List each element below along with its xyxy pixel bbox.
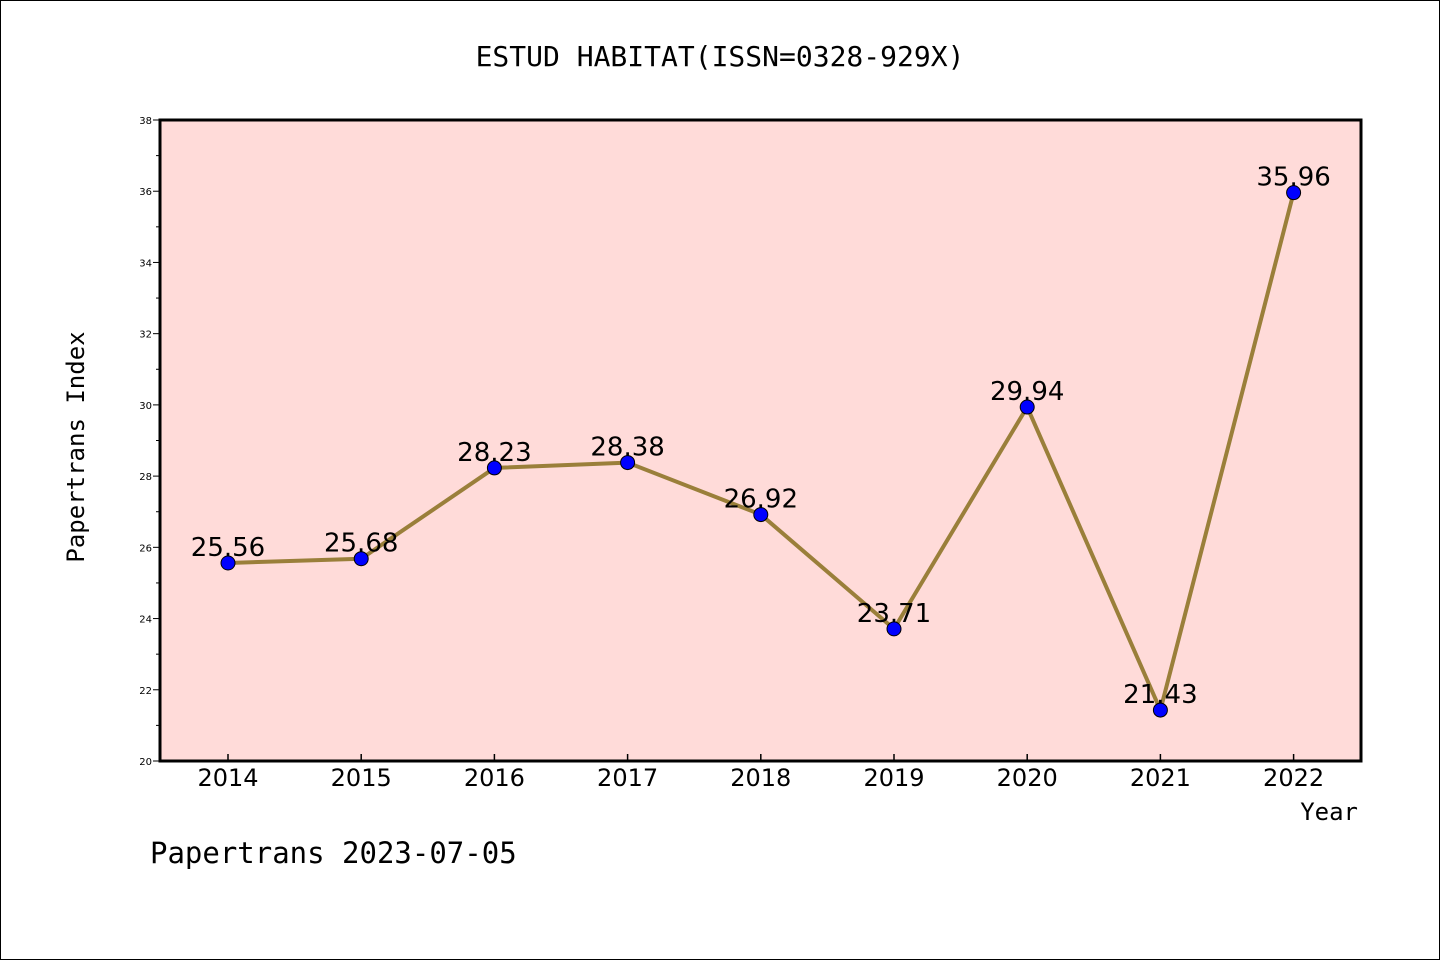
x-tick-label: 2018 — [730, 764, 791, 792]
footer-text: Papertrans 2023-07-05 — [150, 836, 517, 870]
y-tick-label: 30 — [139, 401, 152, 412]
data-point — [220, 555, 236, 571]
y-tick-label: 32 — [139, 330, 152, 341]
data-point — [886, 621, 902, 637]
data-point — [1019, 399, 1035, 415]
y-tick-label: 34 — [139, 258, 152, 269]
x-tick-label: 2016 — [464, 764, 525, 792]
y-axis: 20 22 24 26 28 30 32 34 36 38 — [139, 116, 160, 768]
x-tick-label: 2014 — [197, 764, 258, 792]
data-point — [753, 507, 769, 523]
data-label: 29.94 — [990, 377, 1064, 407]
y-axis-label: Papertrans Index — [62, 331, 90, 562]
x-axis: 2014 2015 2016 2017 2018 2019 2020 2021 2022 — [197, 754, 1324, 792]
data-point — [1286, 185, 1302, 201]
data-label: 23.71 — [857, 599, 931, 629]
series-layer: 25.56 25.68 28.23 28.38 26.92 23.71 29.94 21.43… — [191, 163, 1331, 718]
data-label: 28.38 — [590, 433, 664, 463]
x-tick-label: 2017 — [597, 764, 658, 792]
y-tick-label: 38 — [139, 116, 152, 127]
y-tick-label: 20 — [139, 757, 152, 768]
x-axis-label: Year — [1300, 798, 1358, 826]
data-label: 25.56 — [191, 533, 265, 563]
x-tick-label: 2019 — [863, 764, 924, 792]
data-label: 26.92 — [724, 485, 798, 515]
x-tick-label: 2021 — [1130, 764, 1191, 792]
data-point — [486, 460, 502, 476]
x-tick-label: 2015 — [331, 764, 392, 792]
y-tick-label: 28 — [139, 472, 152, 483]
data-label: 35.96 — [1256, 163, 1330, 193]
data-point — [353, 551, 369, 567]
x-tick-label: 2022 — [1263, 764, 1324, 792]
data-point — [620, 455, 636, 471]
x-tick-label: 2020 — [997, 764, 1058, 792]
plot-area — [160, 120, 1361, 761]
y-tick-label: 26 — [139, 543, 152, 554]
data-label: 25.68 — [324, 529, 398, 559]
plot-border — [158, 118, 1363, 763]
data-label: 21.43 — [1123, 680, 1197, 710]
data-point — [1152, 702, 1168, 718]
data-label: 28.23 — [457, 438, 531, 468]
y-tick-label: 22 — [139, 686, 152, 697]
y-tick-label: 36 — [139, 187, 152, 198]
chart-title: ESTUD HABITAT(ISSN=0328-929X) — [476, 40, 965, 73]
y-tick-label: 24 — [139, 615, 152, 626]
